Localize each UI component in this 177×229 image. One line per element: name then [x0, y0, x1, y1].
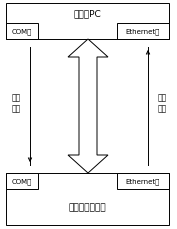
Text: 被动式通信设备: 被动式通信设备: [69, 203, 106, 212]
Bar: [6, 4, 169, 40]
Text: Ethernet口: Ethernet口: [126, 29, 160, 35]
Bar: [6, 173, 38, 189]
Bar: [117, 173, 169, 189]
Text: COM口: COM口: [12, 29, 32, 35]
Bar: [6, 24, 38, 40]
Text: COM口: COM口: [12, 178, 32, 185]
Text: 数据
反馈: 数据 反馈: [157, 93, 167, 113]
Text: 数据
请求: 数据 请求: [11, 93, 21, 113]
Polygon shape: [68, 40, 108, 173]
Bar: [6, 173, 169, 225]
Text: Ethernet口: Ethernet口: [126, 178, 160, 185]
Bar: [117, 24, 169, 40]
Text: 上位机PC: 上位机PC: [74, 9, 101, 18]
